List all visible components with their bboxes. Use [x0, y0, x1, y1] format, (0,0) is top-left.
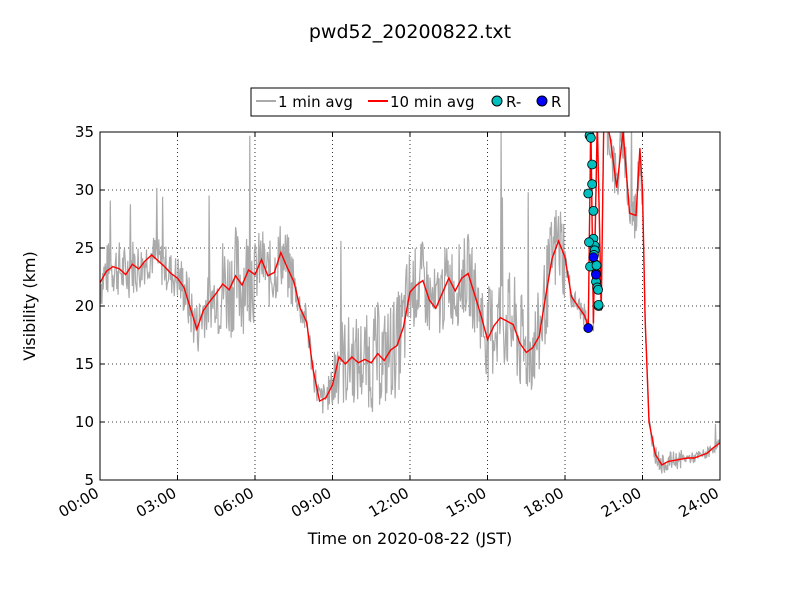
point-r	[583, 323, 594, 333]
legend-label-10min: 10 min avg	[390, 93, 475, 111]
legend-marker-r-minus	[491, 95, 503, 107]
y-tick-label: 25	[75, 239, 94, 257]
y-tick-label: 30	[75, 181, 94, 199]
y-axis-label: Visibility (km)	[20, 251, 39, 360]
legend-marker-r	[536, 95, 548, 107]
x-tick-label: 15:00	[443, 484, 489, 521]
point-r-minus	[588, 205, 599, 216]
y-tick-label: 20	[75, 297, 94, 315]
x-axis-label: Time on 2020-08-22 (JST)	[307, 529, 512, 548]
series-10min-line	[100, 132, 720, 466]
x-tick-label: 00:00	[56, 484, 102, 521]
legend-frame	[250, 87, 570, 117]
x-tick-label: 21:00	[598, 484, 644, 521]
legend-label-r: R	[551, 93, 561, 111]
point-r-minus	[585, 132, 596, 143]
y-tick-label: 35	[75, 123, 94, 141]
legend-label-1min: 1 min avg	[278, 93, 353, 111]
y-tick-label: 10	[75, 413, 94, 431]
x-tick-label: 12:00	[366, 484, 412, 521]
ticks: 5 10 15 20 25 30 35 00:00 03:00 06:00 09:00 12:00 15…	[56, 123, 722, 521]
point-r-minus	[587, 159, 598, 170]
y-tick-label: 5	[84, 471, 94, 489]
y-tick-label: 15	[75, 355, 94, 373]
point-r	[591, 269, 601, 280]
legend-label-r-minus: R-	[506, 93, 521, 111]
x-tick-label: 03:00	[133, 484, 179, 521]
point-r	[588, 252, 599, 263]
point-r-minus	[593, 284, 603, 295]
x-tick-label: 24:00	[676, 484, 722, 521]
x-tick-label: 06:00	[211, 484, 257, 521]
point-r-minus	[584, 237, 594, 248]
plot-area	[100, 132, 720, 474]
point-r-minus	[587, 179, 598, 190]
x-tick-label: 18:00	[521, 484, 567, 521]
legend: 1 min avg 10 min avg R- R	[250, 87, 570, 117]
point-r-minus	[591, 260, 602, 271]
chart-title: pwd52_20200822.txt	[309, 21, 511, 43]
point-r-minus	[583, 188, 594, 199]
point-r-minus	[593, 299, 604, 310]
x-tick-label: 09:00	[288, 484, 334, 521]
